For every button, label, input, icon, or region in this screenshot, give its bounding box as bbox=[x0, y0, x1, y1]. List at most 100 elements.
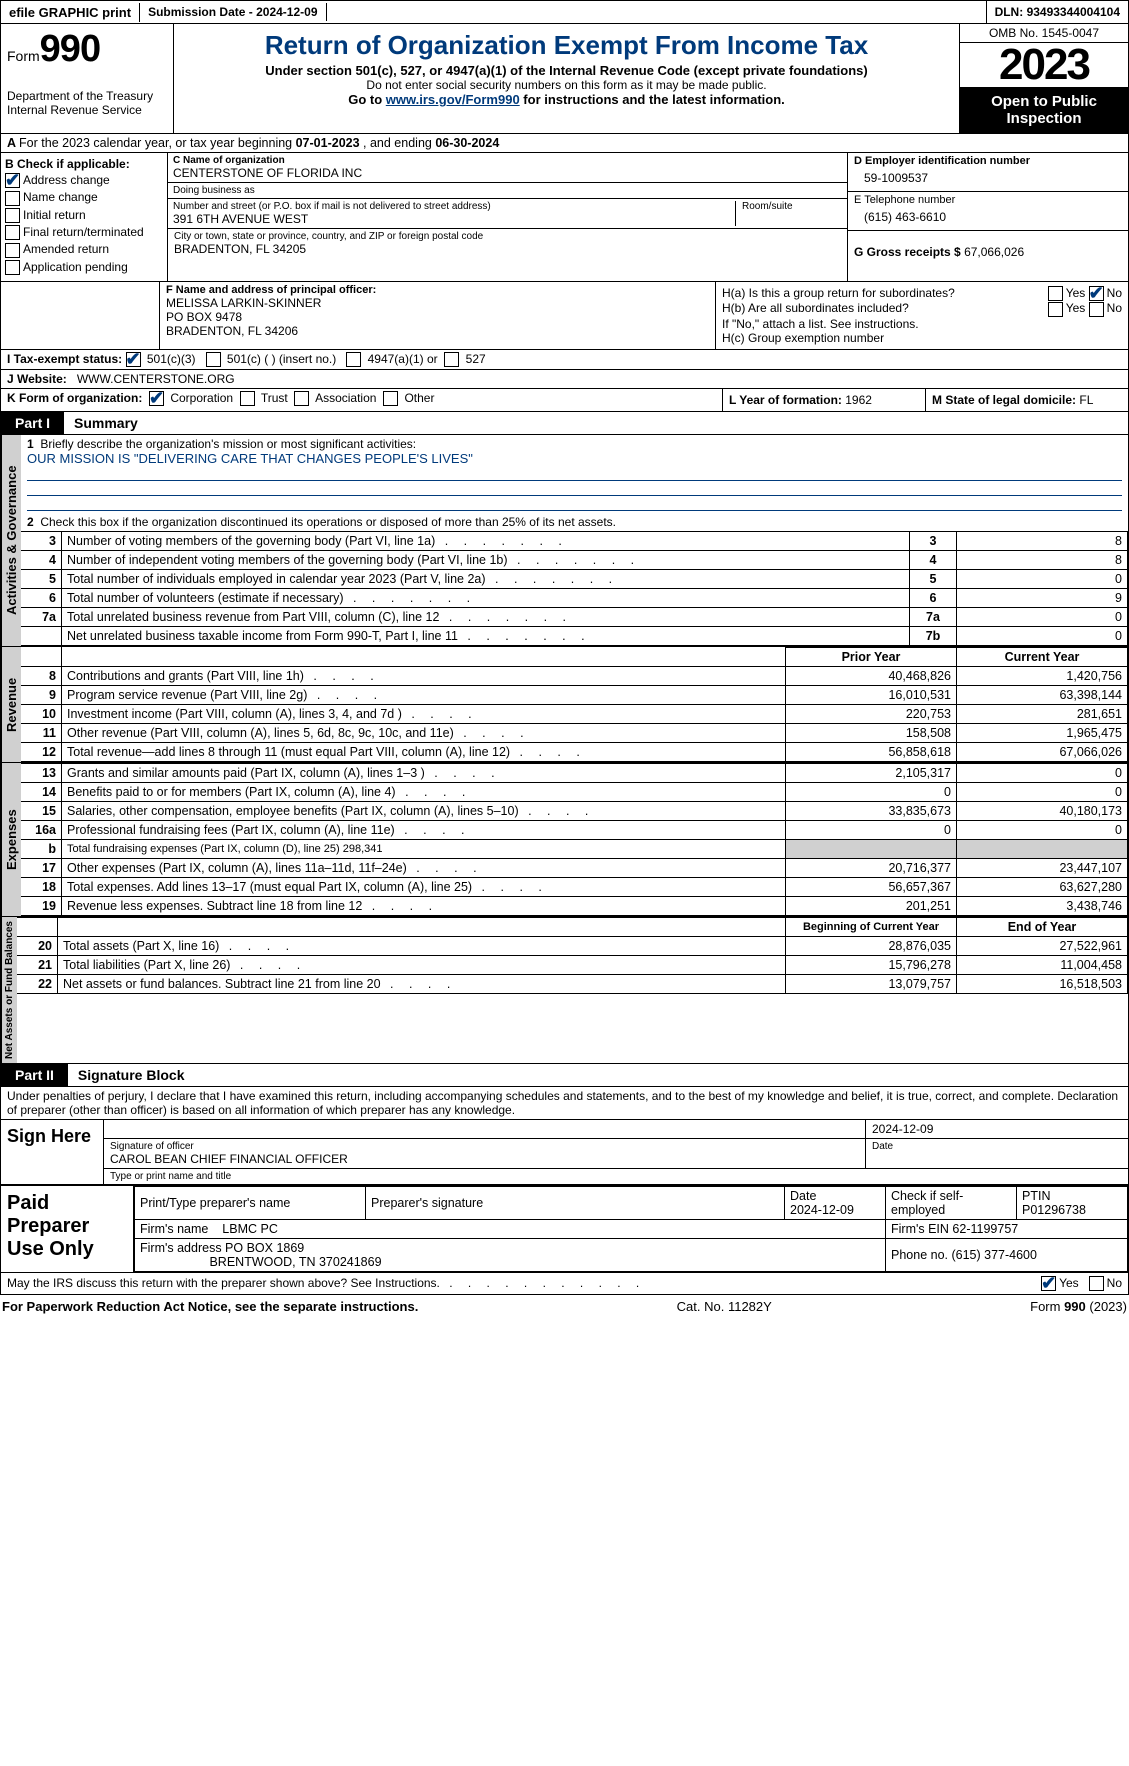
box-g: G Gross receipts $ 67,066,026 bbox=[848, 231, 1128, 261]
chk-address-change[interactable]: Address change bbox=[5, 173, 163, 188]
table-row: 11 Other revenue (Part VIII, column (A),… bbox=[21, 723, 1128, 742]
table-row: 5 Total number of individuals employed i… bbox=[21, 569, 1128, 588]
revenue-section: Revenue Prior Year Current Year 8 Contri… bbox=[0, 647, 1129, 763]
box-d: D Employer identification number 59-1009… bbox=[848, 153, 1128, 192]
room-suite-label: Room/suite bbox=[742, 201, 842, 212]
firm-ein: 62-1199757 bbox=[952, 1222, 1018, 1236]
gross-receipts: 67,066,026 bbox=[964, 245, 1024, 259]
table-row: 7a Total unrelated business revenue from… bbox=[21, 607, 1128, 626]
chk-amended-return[interactable]: Amended return bbox=[5, 242, 163, 257]
chk-501c[interactable] bbox=[206, 352, 221, 367]
irs-link[interactable]: www.irs.gov/Form990 bbox=[386, 92, 520, 107]
chk-name-change[interactable]: Name change bbox=[5, 190, 163, 205]
footer-left: For Paperwork Reduction Act Notice, see … bbox=[2, 1299, 418, 1314]
chk-trust[interactable] bbox=[240, 391, 255, 406]
form-title: Return of Organization Exempt From Incom… bbox=[182, 30, 951, 61]
website-value: WWW.CENTERSTONE.ORG bbox=[77, 372, 235, 386]
efile-print-button[interactable]: efile GRAPHIC print bbox=[1, 3, 140, 22]
vert-netassets: Net Assets or Fund Balances bbox=[1, 917, 17, 1063]
form-ssn-note: Do not enter social security numbers on … bbox=[182, 78, 951, 92]
sign-here-block: Sign Here 2024-12-09 Signature of office… bbox=[0, 1120, 1129, 1186]
table-row: 12 Total revenue—add lines 8 through 11 … bbox=[21, 742, 1128, 761]
expenses-table: 13 Grants and similar amounts paid (Part… bbox=[21, 763, 1128, 916]
q2-label: Check this box if the organization disco… bbox=[40, 515, 616, 529]
chk-other[interactable] bbox=[383, 391, 398, 406]
box-b-title: B Check if applicable: bbox=[5, 157, 163, 171]
table-row: 13 Grants and similar amounts paid (Part… bbox=[21, 763, 1128, 782]
table-row: 17 Other expenses (Part IX, column (A), … bbox=[21, 858, 1128, 877]
header-left: Form990 Department of the Treasury Inter… bbox=[1, 24, 174, 133]
box-m: M State of legal domicile: FL bbox=[926, 389, 1128, 411]
table-row: 19 Revenue less expenses. Subtract line … bbox=[21, 896, 1128, 915]
chk-corporation[interactable] bbox=[149, 391, 164, 406]
vert-revenue: Revenue bbox=[1, 647, 21, 762]
city-cell: City or town, state or province, country… bbox=[168, 229, 847, 258]
ein-value: 59-1009537 bbox=[854, 167, 1122, 189]
table-row: 8 Contributions and grants (Part VIII, l… bbox=[21, 666, 1128, 685]
vert-governance: Activities & Governance bbox=[1, 435, 21, 646]
part1-header: Part I Summary bbox=[0, 412, 1129, 435]
table-row: 16a Professional fundraising fees (Part … bbox=[21, 820, 1128, 839]
chk-final-return[interactable]: Final return/terminated bbox=[5, 225, 163, 240]
discuss-row: May the IRS discuss this return with the… bbox=[0, 1273, 1129, 1295]
table-row: Net unrelated business taxable income fr… bbox=[21, 626, 1128, 645]
firm-addr1: PO BOX 1869 bbox=[225, 1241, 304, 1255]
table-row: 4 Number of independent voting members o… bbox=[21, 550, 1128, 569]
org-name: CENTERSTONE OF FLORIDA INC bbox=[173, 166, 842, 180]
q1-label: Briefly describe the organization's miss… bbox=[40, 437, 416, 451]
chk-application-pending[interactable]: Application pending bbox=[5, 260, 163, 275]
officer-addr2: BRADENTON, FL 34206 bbox=[166, 324, 709, 338]
rev-header-row: Prior Year Current Year bbox=[21, 647, 1128, 666]
paid-preparer-label: Paid Preparer Use Only bbox=[1, 1186, 134, 1272]
chk-association[interactable] bbox=[294, 391, 309, 406]
footer-form: Form 990 (2023) bbox=[1030, 1299, 1127, 1314]
line-a-tax-year: A For the 2023 calendar year, or tax yea… bbox=[0, 134, 1129, 153]
chk-4947[interactable] bbox=[346, 352, 361, 367]
box-b: B Check if applicable: Address change Na… bbox=[1, 153, 168, 281]
i-row: I Tax-exempt status: 501(c)(3) 501(c) ( … bbox=[0, 350, 1129, 370]
form-header: Form990 Department of the Treasury Inter… bbox=[0, 24, 1129, 134]
box-h: H(a) Is this a group return for subordin… bbox=[715, 282, 1128, 349]
box-l: L Year of formation: 1962 bbox=[723, 389, 926, 411]
table-row: 21 Total liabilities (Part X, line 26) .… bbox=[17, 955, 1128, 974]
box-deg: D Employer identification number 59-1009… bbox=[847, 153, 1128, 281]
phone-value: (615) 463-6610 bbox=[854, 206, 1122, 228]
table-row: 18 Total expenses. Add lines 13–17 (must… bbox=[21, 877, 1128, 896]
table-row: 20 Total assets (Part X, line 16) . . . … bbox=[17, 936, 1128, 955]
form-subtitle: Under section 501(c), 527, or 4947(a)(1)… bbox=[182, 63, 951, 78]
ptin-value: P01296738 bbox=[1022, 1203, 1086, 1217]
officer-addr1: PO BOX 9478 bbox=[166, 310, 709, 324]
h-c-label: H(c) Group exemption number bbox=[722, 331, 1122, 345]
officer-name: MELISSA LARKIN-SKINNER bbox=[166, 296, 709, 310]
page-footer: For Paperwork Reduction Act Notice, see … bbox=[0, 1295, 1129, 1318]
table-row: b Total fundraising expenses (Part IX, c… bbox=[21, 839, 1128, 858]
topbar-spacer bbox=[327, 1, 987, 23]
chk-initial-return[interactable]: Initial return bbox=[5, 208, 163, 223]
header-right: OMB No. 1545-0047 2023 Open to Public In… bbox=[960, 24, 1128, 133]
expenses-section: Expenses 13 Grants and similar amounts p… bbox=[0, 763, 1129, 917]
form-number: Form990 bbox=[7, 28, 167, 71]
mission-text: OUR MISSION IS "DELIVERING CARE THAT CHA… bbox=[27, 451, 473, 466]
form-goto: Go to www.irs.gov/Form990 for instructio… bbox=[182, 92, 951, 107]
street-address: 391 6TH AVENUE WEST bbox=[173, 212, 729, 226]
net-header-row: Beginning of Current Year End of Year bbox=[17, 917, 1128, 936]
j-row: J Website: WWW.CENTERSTONE.ORG bbox=[0, 370, 1129, 389]
chk-527[interactable] bbox=[444, 352, 459, 367]
revenue-table: Prior Year Current Year 8 Contributions … bbox=[21, 647, 1128, 762]
top-bar: efile GRAPHIC print Submission Date - 20… bbox=[0, 0, 1129, 24]
dln: DLN: 93493344004104 bbox=[987, 3, 1128, 21]
table-row: 3 Number of voting members of the govern… bbox=[21, 531, 1128, 550]
firm-addr2: BRENTWOOD, TN 370241869 bbox=[209, 1255, 381, 1269]
sign-date: 2024-12-09 bbox=[872, 1122, 933, 1136]
h-a-yn[interactable]: Yes No bbox=[1048, 286, 1122, 301]
h-b-yn[interactable]: Yes No bbox=[1048, 301, 1122, 316]
discuss-yn[interactable]: Yes No bbox=[1041, 1276, 1122, 1291]
dept-treasury: Department of the Treasury Internal Reve… bbox=[7, 89, 167, 117]
table-row: 22 Net assets or fund balances. Subtract… bbox=[17, 974, 1128, 993]
h-b-note: If "No," attach a list. See instructions… bbox=[722, 317, 1122, 331]
table-row: 14 Benefits paid to or for members (Part… bbox=[21, 782, 1128, 801]
klm-row: K Form of organization: Corporation Trus… bbox=[0, 389, 1129, 412]
firm-name: LBMC PC bbox=[222, 1222, 278, 1236]
governance-section: Activities & Governance 1 Briefly descri… bbox=[0, 435, 1129, 647]
chk-501c3[interactable] bbox=[126, 352, 141, 367]
